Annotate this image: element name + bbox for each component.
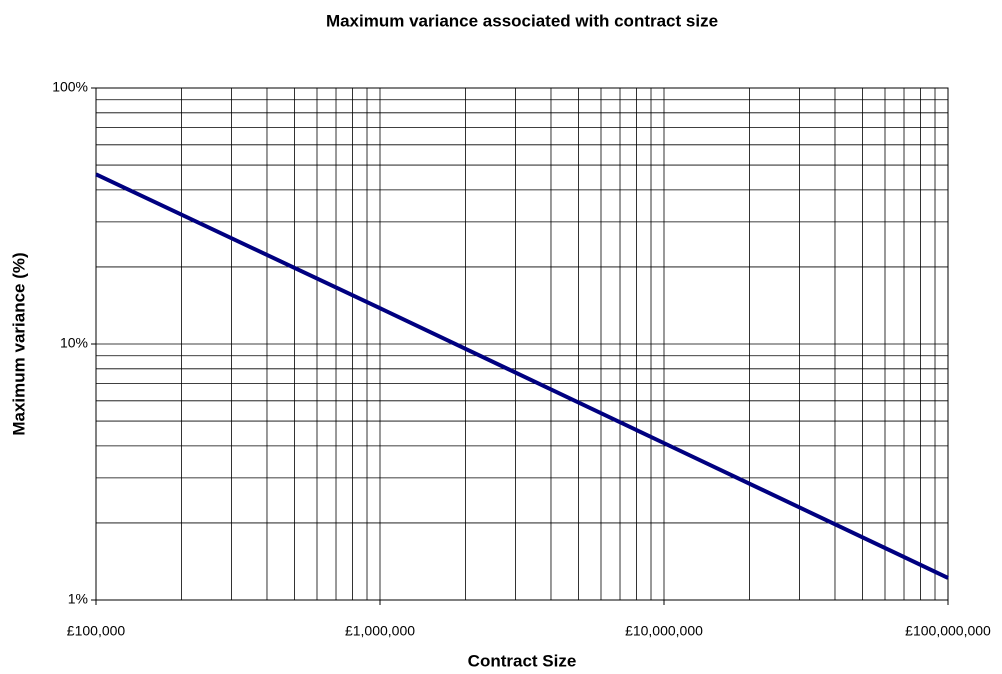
x-tick-label: £1,000,000 (345, 623, 415, 639)
y-tick-label: 1% (68, 591, 88, 607)
data-line (95, 172, 949, 580)
x-tick-label: £100,000 (67, 623, 126, 639)
plot-border (95, 87, 949, 601)
x-tick-label: £100,000,000 (905, 623, 991, 639)
x-tick-label: £10,000,000 (625, 623, 703, 639)
y-axis-title: Maximum variance (%) (9, 252, 28, 435)
chart-title: Maximum variance associated with contrac… (326, 11, 718, 30)
y-tick-label: 100% (52, 79, 88, 95)
x-axis-title: Contract Size (468, 651, 577, 670)
y-tick-label: 10% (60, 335, 88, 351)
